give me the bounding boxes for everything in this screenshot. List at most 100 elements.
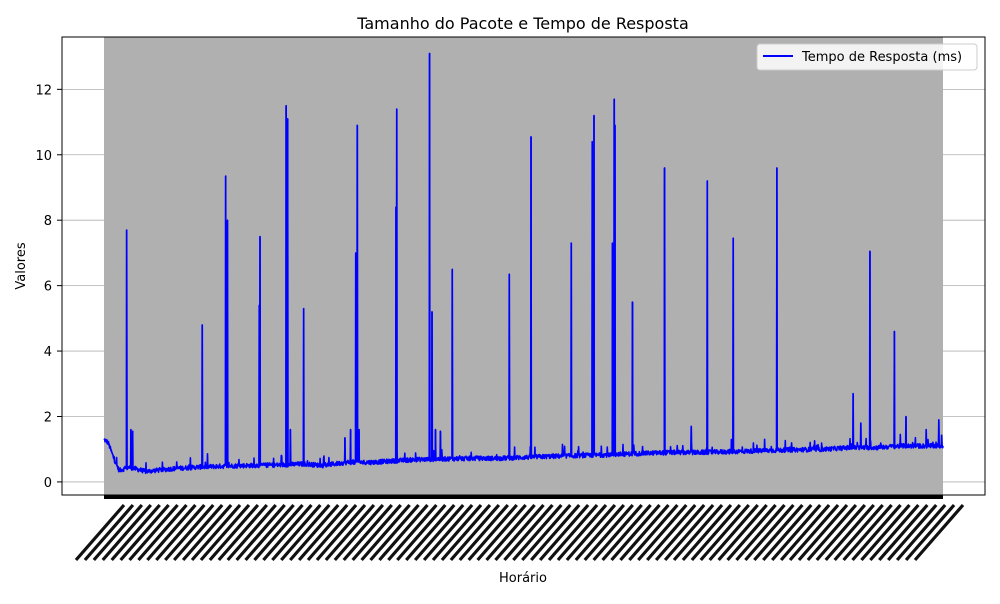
x-tick-label [654, 503, 706, 562]
x-tick-labels [74, 503, 965, 562]
x-tick-label [717, 503, 768, 562]
x-tick-label [895, 503, 947, 562]
x-tick-label [92, 503, 144, 562]
axes-frame [61, 36, 986, 496]
x-tick-label [788, 503, 840, 562]
x-tick-label [521, 503, 572, 562]
x-tick-label [681, 503, 733, 562]
x-tick-label [762, 503, 813, 562]
x-tick-label [422, 503, 474, 562]
x-tick-label [226, 503, 277, 562]
y-tick-label: 6 [44, 280, 52, 295]
x-tick-label [164, 503, 215, 562]
x-tick-label [529, 503, 581, 562]
x-tick-label [333, 503, 385, 562]
x-tick-label [610, 503, 661, 562]
x-tick-label [726, 503, 777, 562]
x-tick-label [851, 503, 902, 562]
y-tick-label: 2 [44, 410, 52, 425]
x-tick-label [253, 503, 304, 562]
x-tick-label [583, 503, 634, 562]
x-tick-label [271, 503, 322, 562]
x-tick-label [547, 503, 599, 562]
x-tick-label [369, 503, 420, 562]
x-tick-label [824, 503, 875, 562]
x-tick-label [324, 503, 376, 562]
x-tick-label [467, 503, 518, 562]
y-tick-label: 12 [35, 83, 52, 98]
y-axis-label: Valores [14, 242, 29, 289]
x-tick-label [119, 503, 170, 562]
legend-box [756, 43, 978, 71]
x-tick-label [199, 503, 251, 562]
x-tick-label [387, 503, 438, 562]
x-tick-label [735, 503, 786, 562]
x-tick-label [262, 503, 313, 562]
y-tick-label: 4 [44, 345, 52, 360]
x-tick-label [628, 503, 679, 562]
x-tick-label [663, 503, 715, 562]
x-tick-label [110, 503, 161, 562]
legend: Tempo de Resposta (ms) [756, 43, 978, 71]
x-tick-label [449, 503, 501, 562]
x-tick-label [512, 503, 563, 562]
x-tick-label [904, 503, 956, 562]
x-tick-label [503, 503, 554, 562]
x-tick-label [190, 503, 242, 562]
x-tick-label [538, 503, 590, 562]
x-tick-label [887, 503, 938, 562]
x-tick-label [833, 503, 884, 562]
series-line-group [103, 52, 944, 475]
x-tick-marks [104, 495, 943, 499]
series-line-tempo-de-resposta [103, 52, 944, 475]
x-tick-label [351, 503, 402, 562]
x-tick-label [146, 503, 197, 562]
x-tick-label [860, 503, 911, 562]
x-tick-label [806, 503, 858, 562]
x-tick-label [770, 503, 822, 562]
x-tick-label [708, 503, 759, 562]
x-tick-label [842, 503, 893, 562]
x-tick-label [155, 503, 206, 562]
y-tick-label: 0 [44, 476, 52, 491]
x-tick-label [646, 503, 697, 562]
x-tick-label [280, 503, 331, 562]
chart-title: Tamanho do Pacote e Tempo de Resposta [356, 14, 689, 33]
y-tick-label: 10 [35, 149, 52, 164]
x-tick-label [556, 503, 608, 562]
data-region-shade [104, 37, 943, 495]
x-tick-label [619, 503, 670, 562]
x-tick-label [306, 503, 358, 562]
x-tick-label [137, 503, 188, 562]
x-tick-label [485, 503, 536, 562]
y-ticks: 0 2 4 6 8 10 12 [35, 83, 62, 491]
x-tick-label [431, 503, 483, 562]
x-tick-label [592, 503, 643, 562]
x-tick-label [360, 503, 411, 562]
x-tick-label [128, 503, 179, 562]
x-tick-label [779, 503, 831, 562]
legend-label: Tempo de Resposta (ms) [801, 50, 962, 65]
x-tick-label [574, 503, 626, 562]
x-tick-label [672, 503, 724, 562]
x-tick-label [637, 503, 688, 562]
x-tick-label [181, 503, 233, 562]
x-tick-label [413, 503, 465, 562]
x-tick-label [690, 503, 742, 562]
x-tick-label [913, 503, 965, 562]
x-tick-label [342, 503, 393, 562]
x-tick-label [74, 503, 126, 562]
x-tick-label [297, 503, 349, 562]
x-tick-label [815, 503, 867, 562]
x-tick-label [458, 503, 510, 562]
x-tick-label [878, 503, 929, 562]
x-tick-label [172, 503, 224, 562]
x-axis-label: Horário [499, 571, 547, 586]
x-tick-label [565, 503, 617, 562]
x-tick-label [396, 503, 447, 562]
x-tick-label [83, 503, 135, 562]
x-tick-label [405, 503, 456, 562]
x-tick-label [289, 503, 340, 562]
x-tick-label [494, 503, 545, 562]
